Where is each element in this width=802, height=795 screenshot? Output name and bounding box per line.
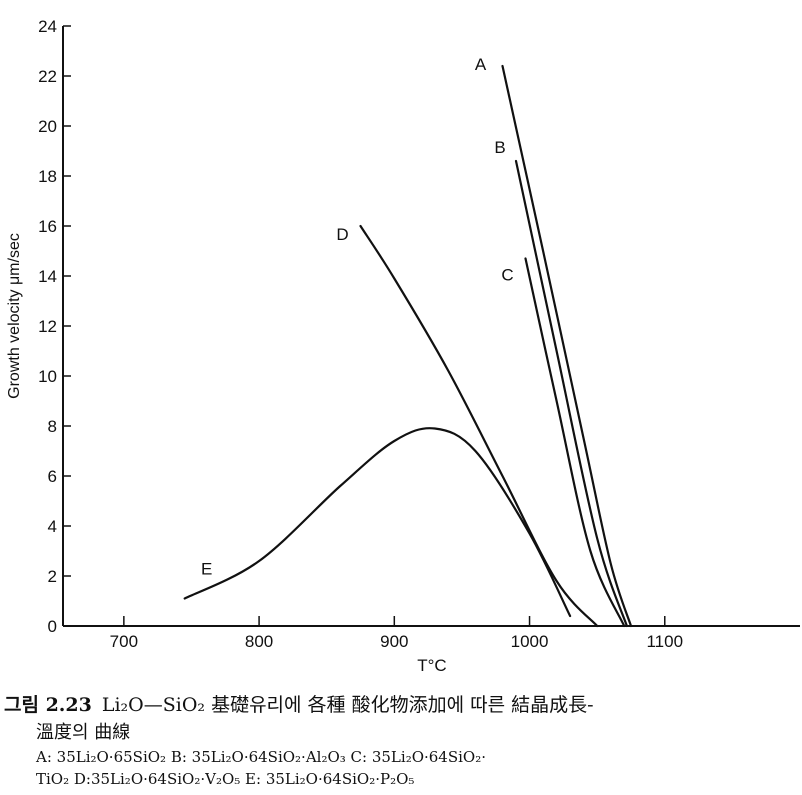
y-axis-title: Growth velocity μm/sec <box>6 233 23 399</box>
series-line-b <box>514 159 628 628</box>
y-tick-label: 12 <box>38 317 57 336</box>
y-tick-label: 16 <box>38 217 57 236</box>
series-label-a: A <box>475 55 487 74</box>
series-label-d: D <box>336 225 348 244</box>
y-tick-label: 4 <box>48 517 57 536</box>
y-tick-label: 20 <box>38 117 57 136</box>
series-layer: A B C D E <box>183 55 633 628</box>
figure-number: 그림 2.23 <box>4 694 92 716</box>
y-tick-label: 10 <box>38 367 57 386</box>
y-tick-label: 2 <box>48 567 57 586</box>
caption-legend-line-1: A: 35Li₂O·65SiO₂ B: 35Li₂O·64SiO₂·Al₂O₃ … <box>36 748 487 766</box>
x-axis-title: T°C <box>417 656 446 675</box>
x-tick-label: 800 <box>245 632 273 651</box>
x-tick-label: 1000 <box>511 632 549 651</box>
caption-title-continued: 溫度의 曲線 <box>36 722 131 743</box>
series-line-e <box>183 427 572 618</box>
x-tick-label: 700 <box>110 632 138 651</box>
series-line-d <box>359 224 599 628</box>
series-line-c <box>524 257 626 628</box>
y-tick-label: 18 <box>38 167 57 186</box>
x-tick-label: 900 <box>380 632 408 651</box>
y-tick-label: 22 <box>38 67 57 86</box>
y-tick-label: 6 <box>48 467 57 486</box>
y-tick-label: 0 <box>48 617 57 636</box>
y-tick-label: 8 <box>48 417 57 436</box>
series-label-c: C <box>501 266 513 285</box>
caption-legend-line-2: TiO₂ D:35Li₂O·64SiO₂·V₂O₅ E: 35Li₂O·64Si… <box>36 770 415 788</box>
series-label-b: B <box>494 138 505 157</box>
series-label-e: E <box>201 560 212 579</box>
x-tick-label: 1100 <box>646 632 683 651</box>
caption-title: Li₂O—SiO₂ 基礎유리에 各種 酸化物添加에 따른 結晶成長- <box>101 694 594 716</box>
caption-title-line: 그림 2.23 Li₂O—SiO₂ 基礎유리에 各種 酸化物添加에 따른 結晶成長… <box>4 690 594 717</box>
series-line-a <box>501 64 633 628</box>
y-tick-label: 24 <box>38 17 57 36</box>
y-tick-label: 14 <box>38 267 57 286</box>
